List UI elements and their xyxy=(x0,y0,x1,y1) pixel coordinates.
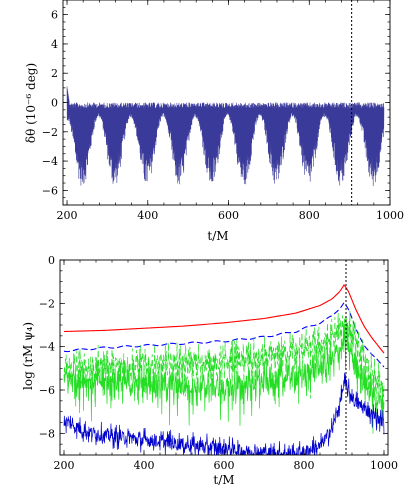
x-tick-label: 200 xyxy=(57,209,78,222)
theta-deviation-panel: 200 400 600 800 1000 −6 −4 −2 0 2 4 6 t/M δθ (10⁻⁶ … xyxy=(24,0,404,243)
green-dashed-line xyxy=(63,310,385,414)
y-tick-label: −4 xyxy=(39,341,55,354)
y-tick-label: 6 xyxy=(51,9,58,22)
psi4-series-group xyxy=(63,283,385,455)
theta-deviation-series-group xyxy=(66,86,385,186)
theta-deviation-line xyxy=(66,86,385,186)
x-tick-label: 400 xyxy=(137,209,158,222)
green-solid-line xyxy=(63,321,385,434)
x-tick-label: 1000 xyxy=(370,459,398,472)
x-tick-label: 600 xyxy=(214,459,235,472)
x-tick-label: 800 xyxy=(299,209,320,222)
x-axis-label: t/M xyxy=(213,473,234,487)
psi4-log-panel: 200 400 600 800 1000 −8 −6 −4 −2 0 t/M log (rM ψ₄… xyxy=(21,254,398,487)
x-tick-label: 200 xyxy=(54,459,75,472)
y-tick-label: −6 xyxy=(39,384,55,397)
tick-group: 200 400 600 800 1000 −6 −4 −2 0 2 4 6 xyxy=(42,0,404,222)
red-solid-line xyxy=(63,283,385,354)
blue-dashed-line xyxy=(63,301,385,368)
blue-solid-line xyxy=(63,372,385,455)
tick-group: 200 400 600 800 1000 −8 −6 −4 −2 0 xyxy=(39,254,398,472)
y-tick-label: 0 xyxy=(48,254,55,267)
y-tick-label: 4 xyxy=(51,38,58,51)
y-tick-label: 2 xyxy=(51,67,58,80)
y-tick-label: −8 xyxy=(39,427,55,440)
y-tick-label: −2 xyxy=(39,297,55,310)
y-tick-label: −4 xyxy=(42,155,58,168)
y-tick-label: −6 xyxy=(42,184,58,197)
x-tick-label: 800 xyxy=(294,459,315,472)
x-tick-label: 400 xyxy=(134,459,155,472)
y-tick-label: 0 xyxy=(51,97,58,110)
x-tick-label: 600 xyxy=(218,209,239,222)
y-axis-label: log (rM ψ₄) xyxy=(21,322,35,390)
y-tick-label: −2 xyxy=(42,126,58,139)
y-axis-label: δθ (10⁻⁶ deg) xyxy=(24,63,38,143)
x-axis-label: t/M xyxy=(207,229,228,243)
x-tick-label: 1000 xyxy=(376,209,404,222)
